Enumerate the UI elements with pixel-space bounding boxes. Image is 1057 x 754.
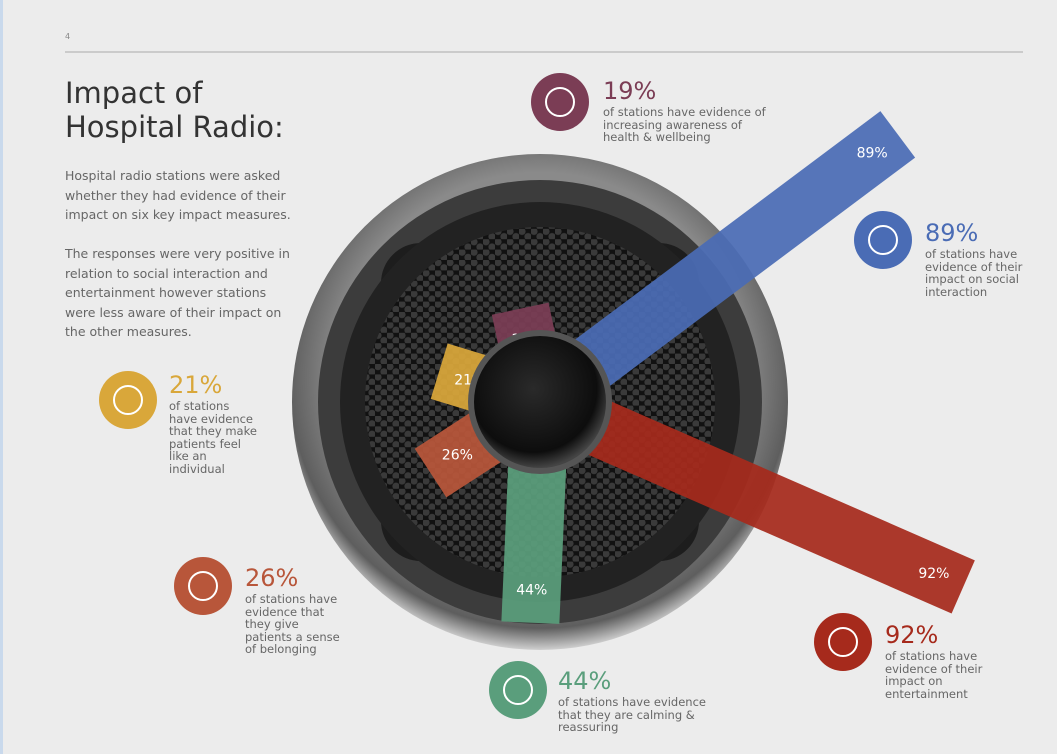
callout-text: of stations have evidence of increasing … [603,105,766,144]
bar-label: 44% [516,583,547,599]
callout-value: 89% [925,219,979,247]
chart: 19% 89% 92% 44% 26% 21% [65,51,1023,719]
page-number: 4 [65,32,71,41]
bars: 19%89%92%44%26%21% [414,111,975,624]
icon [174,557,232,615]
callout-value: 21% [169,371,223,399]
bar-label: 26% [442,448,473,464]
icon [113,385,143,415]
callout-value: 92% [885,621,939,649]
icons [99,73,912,719]
icon [545,87,575,117]
callout-value: 26% [245,564,299,592]
callout-text: of stations have evidence that they give… [245,592,340,656]
bar [528,375,975,614]
icon [503,675,533,705]
callout-text: of stations have evidence that they make… [169,399,257,476]
callout-value: 19% [603,77,657,105]
speaker-cap [474,336,606,468]
callout-value: 44% [558,667,612,695]
icon [531,73,589,131]
callout-text: of stations have evidence of their impac… [885,649,983,701]
callout-text: of stations have evidence that they are … [558,695,706,734]
icon [489,661,547,719]
bar-label: 89% [857,146,888,162]
icon [814,613,872,671]
description: The responses were very positive in rela… [65,246,290,339]
bar [522,111,916,426]
icon [868,225,898,255]
callout-text: of stations have evidence of their impac… [925,247,1023,299]
icon [828,627,858,657]
icon [99,371,157,429]
icon [188,571,218,601]
title: Impact of Hospital Radio: [65,76,284,144]
icon [854,211,912,269]
description: Hospital radio stations were asked wheth… [65,168,291,222]
bar-label: 92% [918,566,949,582]
